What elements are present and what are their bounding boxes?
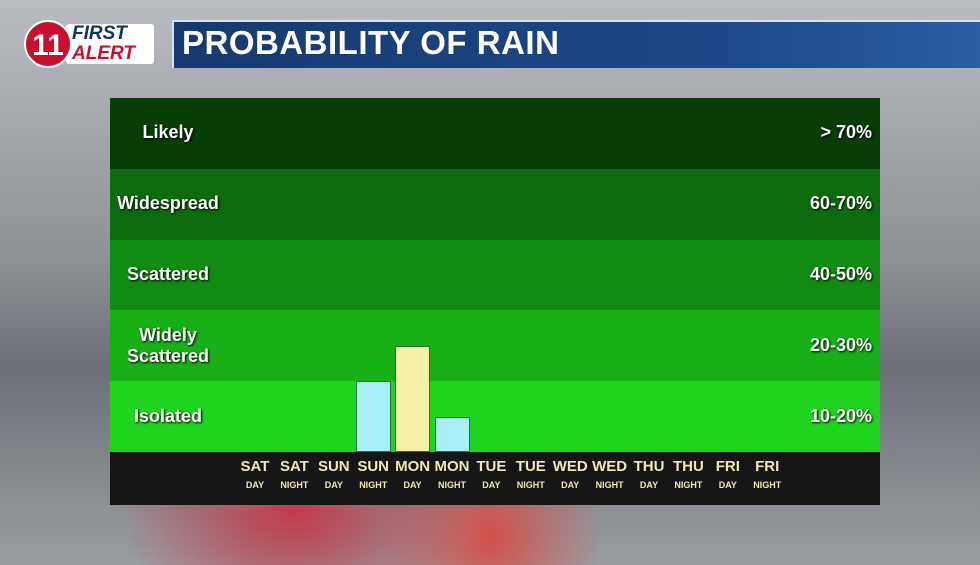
header-bar (172, 20, 980, 68)
band-range: 40-50% (809, 264, 872, 284)
band-label: Widespread (117, 193, 219, 214)
x-tick-label: DAY (482, 480, 501, 490)
x-tick-label: NIGHT (280, 480, 309, 490)
logo-text: ALERT (72, 43, 135, 64)
x-tick-label: MON (434, 458, 470, 475)
x-tick-label: NIGHT (753, 480, 782, 490)
band-range: 10-20% (809, 405, 872, 426)
band-label: Scattered (126, 264, 210, 284)
logo: 11 FIRST ALERT (24, 20, 156, 70)
logo-box (66, 24, 154, 64)
x-tick-label: DAY (561, 480, 580, 490)
x-tick-label: THU (672, 458, 704, 475)
x-tick-label: TUE (476, 458, 507, 475)
bar (434, 416, 470, 452)
x-tick-label: NIGHT (359, 480, 388, 490)
band-label: Widely Scattered (126, 324, 210, 366)
band (110, 98, 880, 169)
band (110, 168, 880, 240)
band (110, 239, 880, 311)
x-tick-label: WED (552, 458, 588, 475)
bar (395, 345, 431, 452)
band-range: 60-70% (809, 193, 872, 214)
band-label: Likely (142, 122, 194, 143)
x-tick-label: DAY (324, 480, 343, 490)
band-range: 20-30% (809, 334, 872, 355)
x-tick-label: DAY (718, 480, 737, 490)
x-tick-label: THU (633, 458, 665, 475)
x-tick-label: SAT (240, 458, 270, 475)
x-tick-label: DAY (403, 480, 422, 490)
band-range: > 70% (820, 122, 872, 143)
logo-text: FIRST (72, 23, 127, 44)
x-tick-label: NIGHT (674, 480, 703, 490)
logo-number: 11 (24, 20, 72, 68)
chart-title: PROBABILITY OF RAIN (182, 24, 560, 61)
x-tick-label: FRI (715, 458, 740, 475)
x-tick-label: DAY (245, 480, 265, 490)
x-tick-label: DAY (639, 480, 659, 490)
band (110, 381, 880, 452)
x-tick-label: NIGHT (595, 480, 624, 490)
x-tick-label: SAT (279, 458, 309, 475)
x-tick-label: NIGHT (438, 480, 466, 490)
band (110, 310, 880, 382)
x-tick-label: MON (395, 458, 431, 475)
x-tick-label: WED (592, 458, 628, 475)
x-tick-label: TUE (515, 458, 546, 475)
x-tick-label: SUN (357, 458, 390, 475)
band-label: Isolated (133, 405, 203, 426)
x-tick-label: SUN (317, 458, 350, 475)
x-tick-label: FRI (755, 458, 780, 475)
chart: Likely > 70% Widespread 60-70% Scattered 40-5… (110, 98, 880, 505)
bar (355, 381, 391, 452)
x-tick-label: NIGHT (516, 480, 545, 490)
